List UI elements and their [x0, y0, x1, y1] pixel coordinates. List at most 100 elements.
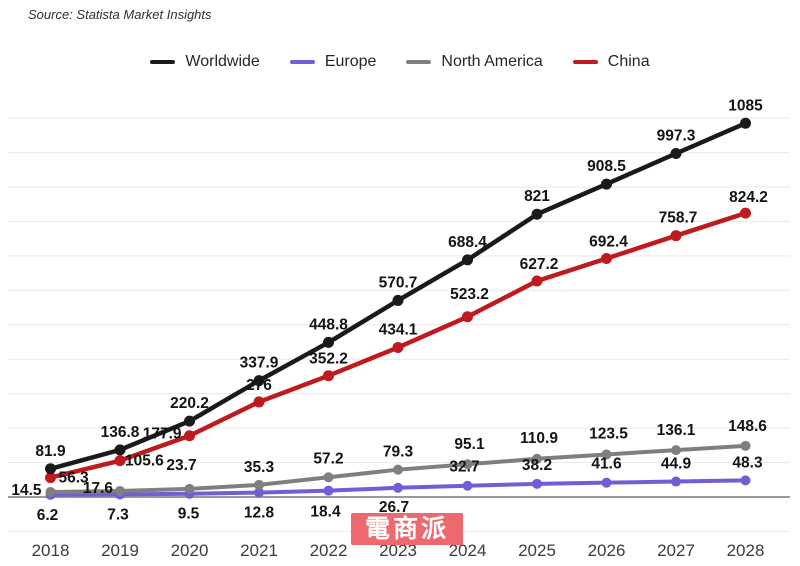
x-tick-label: 2018 [32, 541, 70, 560]
data-point-europe [740, 475, 751, 486]
data-label-worldwide: 997.3 [657, 127, 696, 144]
data-point-north-america [393, 464, 403, 475]
data-point-china [323, 370, 334, 382]
data-label-north-america: 35.3 [244, 459, 275, 476]
data-label-europe: 7.3 [107, 506, 129, 523]
x-tick-label: 2021 [240, 541, 278, 560]
data-point-china [184, 430, 195, 442]
data-point-worldwide [45, 463, 56, 475]
legend-label-europe: Europe [324, 53, 377, 70]
data-label-china: 177.9 [143, 426, 182, 443]
x-tick-label: 2028 [727, 541, 765, 560]
data-point-north-america [671, 445, 681, 456]
data-label-worldwide: 688.4 [448, 234, 487, 251]
data-point-china [392, 341, 404, 353]
data-point-worldwide [392, 294, 404, 306]
data-point-china [670, 230, 682, 242]
data-label-north-america: 23.7 [166, 457, 196, 474]
legend: Worldwide Europe North America China [0, 53, 800, 71]
data-point-worldwide [253, 375, 265, 387]
x-tick-label: 2022 [310, 541, 348, 560]
data-label-europe: 38.2 [522, 457, 552, 474]
data-point-china [114, 455, 126, 467]
data-label-china: 824.2 [729, 189, 768, 206]
data-point-china [253, 396, 265, 408]
legend-item-europe: Europe [289, 53, 377, 71]
data-label-north-america: 14.5 [11, 482, 42, 499]
data-point-worldwide [323, 336, 334, 348]
source-note: Source: Statista Market Insights [28, 7, 212, 22]
x-tick-label: 2019 [101, 541, 139, 560]
data-label-europe: 6.2 [37, 507, 59, 524]
x-tick-label: 2027 [657, 541, 695, 560]
x-tick-label: 2024 [449, 541, 487, 560]
data-point-europe [323, 485, 334, 496]
data-label-worldwide: 821 [524, 188, 550, 205]
data-label-north-america: 123.5 [589, 425, 628, 442]
data-point-worldwide [601, 178, 612, 190]
data-point-europe [532, 478, 542, 489]
data-label-north-america: 79.3 [383, 444, 414, 461]
data-point-china [740, 207, 751, 219]
data-label-china: 276 [246, 377, 272, 394]
data-label-europe: 41.6 [591, 456, 622, 473]
data-label-north-america: 57.2 [313, 450, 343, 467]
data-label-north-america: 110.9 [520, 430, 558, 447]
data-point-china [601, 253, 612, 265]
data-label-europe: 32.7 [449, 459, 479, 476]
data-point-worldwide [531, 208, 543, 220]
data-point-north-america [115, 485, 125, 496]
legend-item-worldwide: Worldwide [150, 53, 260, 71]
data-label-europe: 26.7 [379, 499, 409, 516]
legend-swatch-china [572, 60, 598, 64]
data-point-china [462, 311, 473, 323]
data-point-europe [601, 477, 612, 488]
data-label-north-america: 148.6 [728, 418, 767, 435]
legend-swatch-north-america [406, 60, 432, 64]
data-point-europe [393, 482, 403, 493]
data-label-europe: 48.3 [732, 454, 763, 471]
data-point-europe [462, 480, 473, 491]
data-point-worldwide [670, 147, 682, 159]
legend-item-china: China [572, 53, 650, 71]
data-point-worldwide [184, 415, 195, 427]
data-point-china [531, 275, 543, 287]
x-tick-label: 2023 [379, 541, 417, 560]
legend-label-worldwide: Worldwide [185, 53, 260, 70]
data-point-north-america [740, 440, 751, 451]
watermark: 電商派 [351, 513, 463, 545]
data-label-worldwide: 448.8 [309, 316, 348, 333]
data-point-china [45, 472, 56, 484]
legend-swatch-europe [289, 60, 315, 64]
legend-item-north-america: North America [406, 53, 543, 71]
data-label-europe: 44.9 [661, 456, 692, 473]
legend-label-china: China [607, 53, 650, 70]
data-label-north-america: 95.1 [454, 436, 485, 453]
data-label-china: 434.1 [379, 321, 418, 338]
x-tick-label: 2026 [588, 541, 626, 560]
data-label-north-america: 136.1 [657, 422, 696, 439]
data-label-europe: 12.8 [244, 505, 275, 522]
data-label-worldwide: 337.9 [240, 355, 279, 372]
data-point-north-america [254, 479, 264, 490]
data-label-worldwide: 908.5 [587, 158, 626, 175]
data-label-worldwide: 136.8 [101, 424, 140, 441]
data-point-north-america [184, 483, 195, 494]
data-point-worldwide [462, 254, 473, 266]
data-point-north-america [462, 459, 473, 470]
data-point-north-america [601, 449, 612, 460]
data-point-north-america [532, 453, 542, 464]
data-label-europe: 9.5 [178, 506, 200, 523]
data-label-china: 692.4 [589, 234, 628, 251]
data-point-north-america [45, 487, 56, 498]
data-label-worldwide: 81.9 [35, 443, 66, 460]
data-label-china: 105.6 [125, 453, 164, 470]
x-tick-label: 2025 [518, 541, 556, 560]
x-tick-label: 2020 [171, 541, 209, 560]
data-label-china: 523.2 [450, 286, 489, 303]
data-label-north-america: 17.6 [83, 480, 114, 497]
legend-swatch-worldwide [150, 60, 176, 64]
data-point-worldwide [740, 117, 751, 129]
